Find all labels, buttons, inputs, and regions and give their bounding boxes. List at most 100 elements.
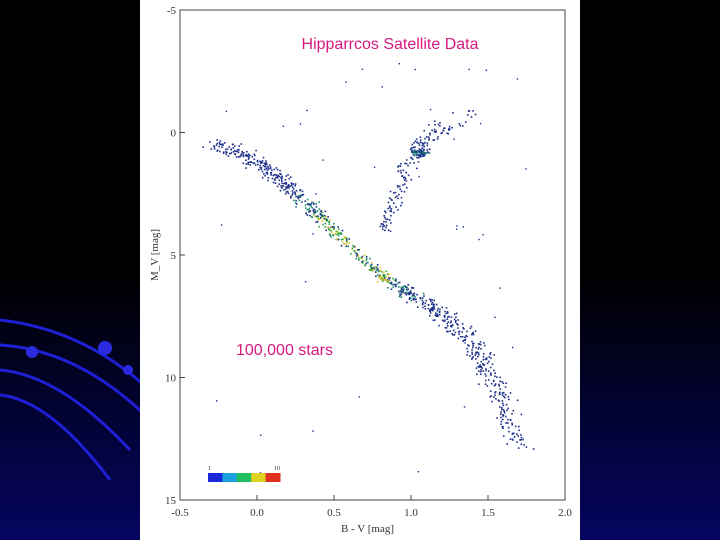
star-point xyxy=(226,151,228,154)
star-point xyxy=(213,145,216,148)
star-point xyxy=(312,213,315,216)
star-point xyxy=(494,383,497,385)
star-point xyxy=(334,233,337,235)
star-point xyxy=(511,424,514,426)
star-point xyxy=(232,151,235,153)
star-point xyxy=(428,152,431,154)
star-point xyxy=(267,177,270,179)
star-point xyxy=(384,211,387,214)
star-point xyxy=(443,315,446,317)
star-point xyxy=(467,110,470,112)
star-point xyxy=(325,229,327,232)
star-point xyxy=(428,139,430,141)
star-point xyxy=(432,303,435,306)
star-point xyxy=(202,146,204,148)
star-point xyxy=(407,174,410,177)
star-point xyxy=(421,297,424,299)
star-point xyxy=(516,441,518,443)
star-point xyxy=(388,273,390,276)
star-point xyxy=(369,257,371,260)
star-point xyxy=(430,300,432,303)
star-point xyxy=(424,141,426,144)
star-point xyxy=(476,373,478,376)
star-point xyxy=(418,154,421,156)
star-point xyxy=(294,193,297,196)
star-point xyxy=(501,426,504,428)
star-point xyxy=(259,162,262,164)
star-point xyxy=(402,285,404,288)
star-point xyxy=(421,147,424,150)
star-point xyxy=(332,234,335,237)
star-point xyxy=(453,138,455,140)
star-point xyxy=(474,113,477,116)
star-point xyxy=(429,314,431,317)
star-point xyxy=(385,281,388,283)
star-point xyxy=(503,410,505,413)
star-point xyxy=(494,375,496,378)
star-point xyxy=(259,167,262,169)
star-point xyxy=(396,184,399,187)
star-point xyxy=(337,226,339,228)
star-point xyxy=(297,196,299,198)
star-point xyxy=(385,224,388,227)
star-point xyxy=(286,191,289,193)
star-point xyxy=(432,305,435,307)
star-point xyxy=(494,372,496,374)
star-point xyxy=(522,438,524,441)
star-point xyxy=(401,286,404,289)
star-point xyxy=(463,406,466,408)
star-point xyxy=(383,277,386,279)
star-point xyxy=(474,354,476,356)
star-point xyxy=(475,346,477,349)
star-point xyxy=(395,206,397,208)
star-point xyxy=(437,123,440,126)
star-point xyxy=(493,396,495,398)
star-point xyxy=(421,302,424,305)
star-point xyxy=(458,331,460,333)
star-point xyxy=(223,151,225,153)
star-point xyxy=(468,345,470,347)
star-point xyxy=(500,416,502,419)
star-point xyxy=(333,222,335,225)
star-point xyxy=(443,316,446,318)
star-point xyxy=(464,121,467,123)
star-point xyxy=(444,310,446,313)
star-point xyxy=(489,396,491,398)
star-point xyxy=(230,148,232,151)
star-point xyxy=(357,255,360,257)
star-point xyxy=(411,287,413,289)
star-point xyxy=(319,212,322,215)
star-point xyxy=(251,155,253,158)
star-point xyxy=(298,199,301,202)
star-point xyxy=(394,196,397,199)
star-point xyxy=(444,319,446,322)
star-point xyxy=(455,228,458,230)
star-point xyxy=(319,213,322,216)
star-point xyxy=(482,364,485,366)
star-point xyxy=(289,176,292,178)
star-point xyxy=(499,393,501,396)
star-point xyxy=(395,283,398,286)
star-point xyxy=(473,342,475,345)
star-point xyxy=(400,162,402,165)
star-point xyxy=(399,294,401,297)
star-point xyxy=(397,282,400,284)
star-point xyxy=(427,307,430,310)
star-point xyxy=(410,147,413,149)
star-point xyxy=(280,176,282,179)
star-point xyxy=(518,429,521,432)
star-point xyxy=(421,153,424,156)
star-point xyxy=(324,210,327,213)
star-point xyxy=(412,294,414,296)
star-point xyxy=(219,150,221,153)
star-point xyxy=(373,166,376,169)
star-point xyxy=(315,215,317,218)
star-point xyxy=(220,143,223,146)
star-point xyxy=(276,168,279,171)
star-point xyxy=(480,366,482,368)
star-point xyxy=(372,266,375,269)
star-point xyxy=(390,208,393,210)
star-point xyxy=(478,343,481,346)
y-tick-label: 15 xyxy=(165,495,177,507)
star-point xyxy=(275,176,277,179)
